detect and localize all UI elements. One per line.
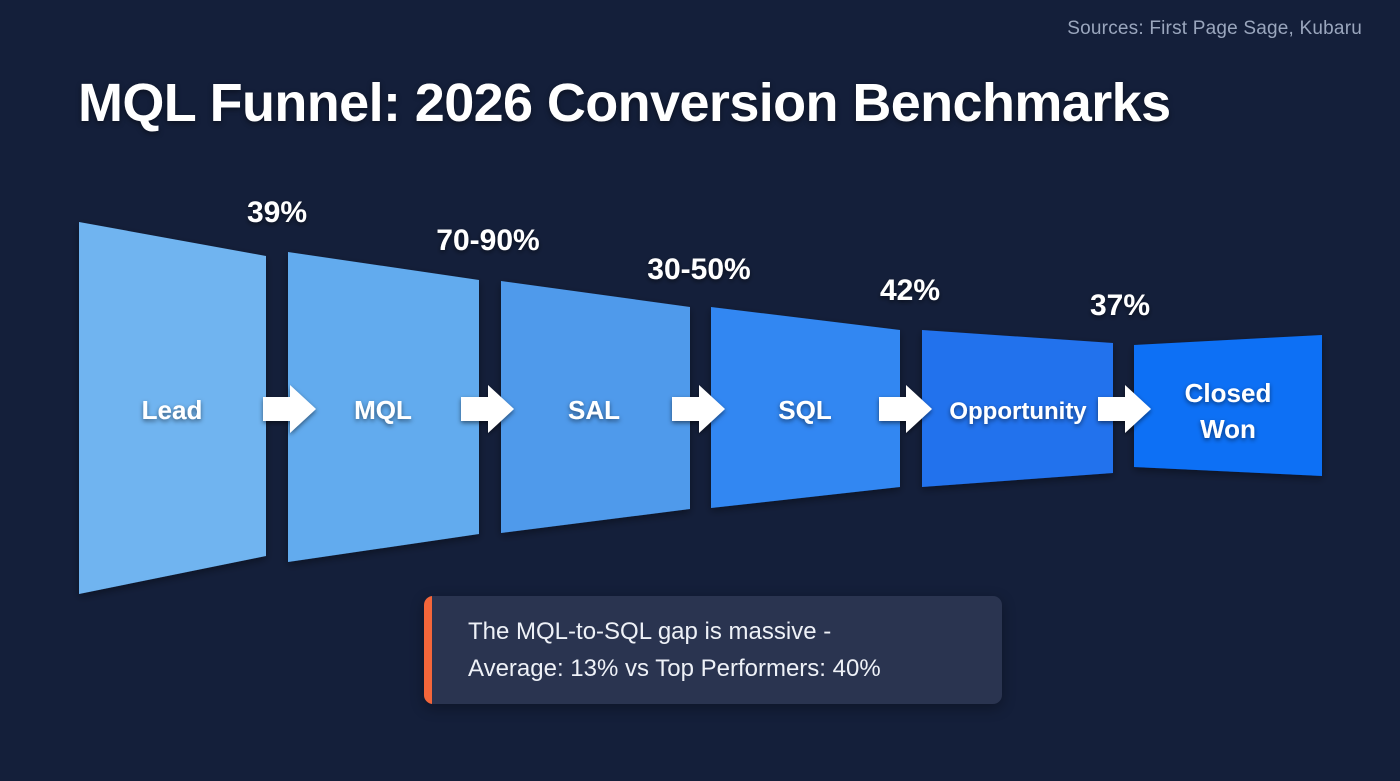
- funnel-segment-label: SAL: [568, 395, 620, 425]
- funnel-arrow-opportunity-to-closed-won: [1098, 385, 1151, 433]
- funnel-arrow-sal-to-sql: [672, 385, 725, 433]
- funnel-segment-shape: [501, 281, 690, 533]
- conversion-rate-sql-to-opportunity: 42%: [880, 274, 940, 307]
- conversion-rate-mql-to-sal: 70-90%: [436, 224, 539, 257]
- callout-text: The MQL-to-SQL gap is massive - Average:…: [432, 613, 899, 687]
- funnel-segment-shape: [711, 307, 900, 508]
- funnel-segment-lead[interactable]: Lead: [79, 222, 266, 594]
- funnel-arrow-lead-to-mql: [263, 385, 316, 433]
- funnel-segment-shape: [1134, 335, 1322, 476]
- funnel-segment-label: Lead: [142, 395, 203, 425]
- funnel-segment-mql[interactable]: MQL: [288, 252, 479, 562]
- funnel-segment-label: SQL: [778, 395, 832, 425]
- funnel-arrow-mql-to-sal: [461, 385, 514, 433]
- funnel-segment-opportunity[interactable]: Opportunity: [922, 330, 1113, 487]
- callout-line-1: The MQL-to-SQL gap is massive -: [468, 617, 832, 645]
- insight-callout: The MQL-to-SQL gap is massive - Average:…: [424, 596, 1002, 704]
- funnel-segment-label-line1: Closed: [1185, 378, 1272, 408]
- callout-line-2: Average: 13% vs Top Performers: 40%: [468, 655, 881, 682]
- funnel-segment-label-line2: Won: [1200, 414, 1256, 444]
- conversion-rate-lead-to-mql: 39%: [247, 196, 307, 229]
- funnel-segment-label: Opportunity: [949, 398, 1087, 425]
- funnel-segment-sal[interactable]: SAL: [501, 281, 690, 533]
- funnel-segment-shape: [922, 330, 1113, 487]
- funnel-segment-shape: [288, 252, 479, 562]
- conversion-rate-sal-to-sql: 30-50%: [647, 253, 750, 286]
- funnel-arrow-sql-to-opportunity: [879, 385, 932, 433]
- conversion-rate-opportunity-to-closed-won: 37%: [1090, 289, 1150, 322]
- sources-caption: Sources: First Page Sage, Kubaru: [1067, 18, 1362, 39]
- page-title: MQL Funnel: 2026 Conversion Benchmarks: [78, 73, 1171, 133]
- funnel-segment-closed-won[interactable]: Closed Won: [1134, 335, 1322, 476]
- funnel-segment-sql[interactable]: SQL: [711, 307, 900, 508]
- funnel-segment-shape: [79, 222, 266, 594]
- funnel-segment-label: MQL: [354, 395, 412, 425]
- callout-accent-bar: [424, 596, 432, 704]
